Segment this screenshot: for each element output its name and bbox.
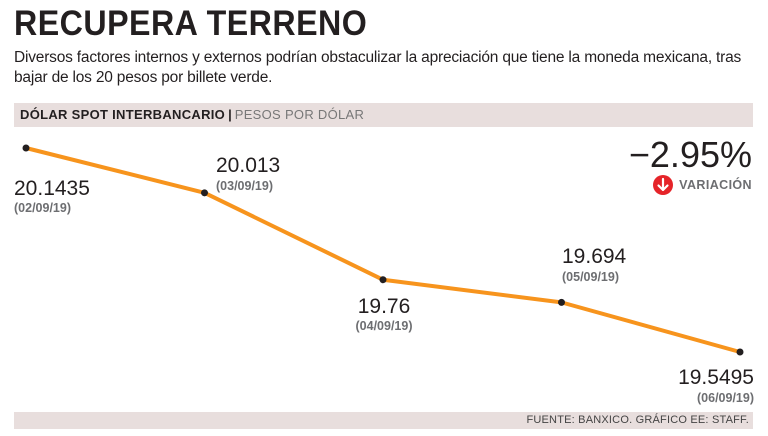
- data-value-label: 20.013: [216, 154, 280, 177]
- data-date-label: (05/09/19): [562, 270, 619, 284]
- series-header-band: DÓLAR SPOT INTERBANCARIO | PESOS POR DÓLAR: [14, 103, 753, 127]
- data-point: [736, 348, 744, 356]
- data-date-label: (03/09/19): [216, 179, 273, 193]
- variation-badge: VARIACIÓN: [653, 175, 752, 195]
- data-value-label: 20.1435: [14, 177, 90, 200]
- series-unit: PESOS POR DÓLAR: [234, 107, 365, 122]
- data-value-label: 19.76: [358, 295, 411, 318]
- data-point: [558, 298, 565, 306]
- series-title: DÓLAR SPOT INTERBANCARIO: [20, 107, 226, 122]
- data-point: [379, 276, 387, 284]
- band-separator: |: [228, 107, 232, 122]
- source-footer: FUENTE: BANXICO. GRÁFICO EE: STAFF.: [14, 412, 753, 429]
- down-arrow-icon: [653, 175, 674, 195]
- data-value-label: 19.5495: [678, 366, 754, 389]
- data-date-label: (04/09/19): [356, 319, 413, 333]
- source-text: FUENTE: BANXICO. GRÁFICO EE: STAFF.: [526, 414, 749, 426]
- variation-value: −2.95%: [628, 134, 752, 175]
- data-date-label: (02/09/19): [14, 201, 71, 215]
- chart-subtitle: Diversos factores internos y externos po…: [14, 49, 742, 86]
- data-date-label: (06/09/19): [697, 391, 754, 405]
- variation-label: VARIACIÓN: [679, 178, 752, 192]
- data-value-label: 19.694: [562, 245, 627, 268]
- chart-title: RECUPERA TERRENO: [14, 4, 368, 43]
- data-point: [22, 144, 30, 152]
- data-point: [201, 189, 208, 197]
